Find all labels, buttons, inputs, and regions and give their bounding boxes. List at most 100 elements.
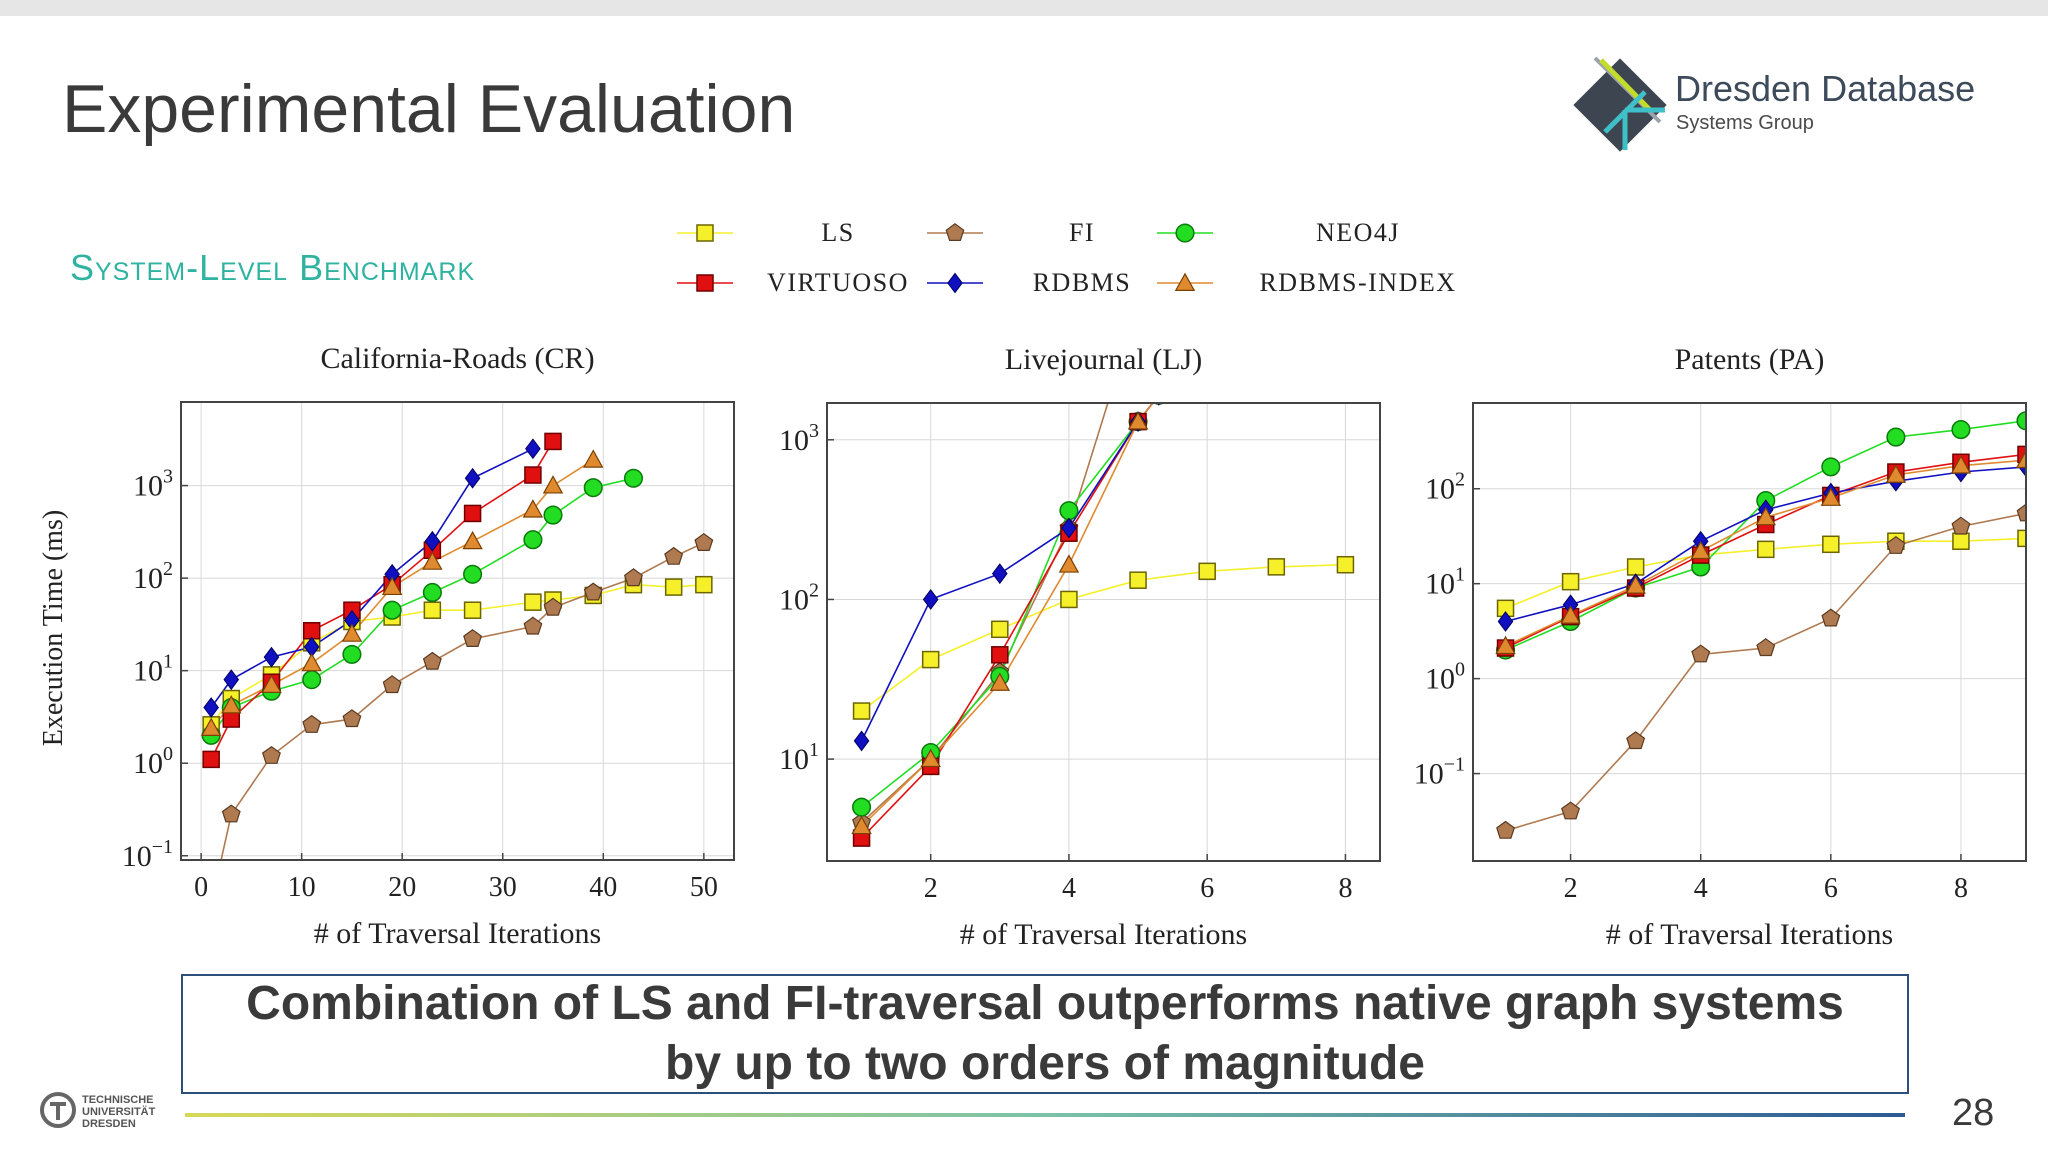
series-line-ls [210, 583, 704, 726]
data-point-fi [463, 629, 483, 647]
data-point-rdbms_index [341, 623, 363, 642]
x-axis-label: # of Traversal Iterations [960, 918, 1247, 950]
x-tick-label: 50 [690, 872, 718, 903]
y-tick-label: 100 [133, 743, 173, 780]
chart-livejournal: 2 4 6 8 101 102 103 Livejournal (LJ) # of Traver… [779, 343, 1381, 950]
data-point-fi [422, 651, 442, 670]
x-axis-label: # of Traversal Iterations [314, 917, 601, 950]
tu-dresden-text: TECHNISCHE UNIVERSITÄT DRESDEN [82, 1094, 155, 1130]
series-line-neo4j [1505, 420, 2026, 651]
data-point-ls [1561, 572, 1580, 591]
data-point-rdbms_index [1820, 487, 1842, 506]
y-tick-label: 101 [133, 651, 173, 688]
data-point-ls [1336, 555, 1355, 574]
legend-label-rdbms: RDBMS [1033, 268, 1132, 297]
data-point-rdbms [1497, 611, 1514, 632]
footer-gradient-line [185, 1113, 1905, 1117]
legend-item-ls: LS [677, 218, 853, 247]
x-tick-label: 40 [589, 872, 617, 903]
logo-main-text: Dresden Database [1675, 68, 1976, 109]
y-tick-label: 102 [133, 558, 173, 595]
data-point-fi [1561, 801, 1581, 820]
data-point-rdbms_index [462, 530, 483, 550]
data-point-rdbms [223, 669, 240, 691]
data-point-neo4j [382, 600, 402, 620]
conclusion-box: Combination of LS and FI-traversal outpe… [181, 974, 1909, 1094]
data-point-rdbms_index [542, 475, 564, 494]
data-point-ls [1757, 540, 1775, 559]
data-point-fi [342, 709, 362, 728]
legend-marker-fi [945, 223, 965, 242]
tud-line-3: DRESDEN [82, 1118, 136, 1130]
data-point-rdbms_index [261, 674, 282, 693]
data-point-rdbms [464, 467, 481, 489]
data-point-rdbms [263, 646, 280, 668]
y-axis-label: Execution Time (ms) [40, 510, 69, 746]
conclusion-line-1: Combination of LS and FI-traversal outpe… [246, 977, 1844, 1030]
logo-diamond-icon [1573, 56, 1667, 152]
legend-marker-ls [696, 224, 714, 242]
data-point-neo4j [302, 670, 322, 690]
data-point-rdbms [203, 697, 219, 718]
chart-california-roads: 0 10 20 30 40 50 10−1 100 101 102 103 California-Ro… [40, 342, 735, 950]
chart-legend: LS FI NEO4J VIRTUOSO RDBMS RDBMS-INDEX [677, 218, 1455, 297]
data-point-rdbms_index [301, 652, 322, 672]
data-point-rdbms [1061, 517, 1077, 539]
grid [827, 403, 1380, 861]
legend-marker-virtuoso [696, 274, 714, 292]
x-tick-label: 4 [1694, 873, 1708, 904]
top-bar [0, 0, 2048, 16]
slide-title: Experimental Evaluation [62, 71, 796, 147]
data-point-rdbms_index [1690, 540, 1711, 560]
data-point-rdbms_index [2015, 449, 2026, 469]
data-point-rdbms [853, 730, 870, 752]
chart-title: California-Roads (CR) [320, 342, 594, 375]
x-tick-label: 10 [288, 872, 316, 903]
data-point-virtuoso [1150, 403, 1168, 405]
plot-frame [1472, 402, 2027, 862]
legend-marker-neo4j [1175, 223, 1195, 243]
x-tick-label: 30 [489, 872, 517, 903]
data-point-rdbms_index [1127, 411, 1149, 430]
data-point-rdbms [424, 530, 441, 552]
logo-sub-text: Systems Group [1676, 112, 1814, 134]
data-point-rdbms_index [1560, 605, 1581, 624]
data-point-neo4j [1951, 420, 1971, 440]
data-point-neo4j [342, 644, 362, 664]
data-point-rdbms_index [1625, 575, 1646, 594]
series-line-ls [861, 563, 1346, 712]
plot-frame [180, 401, 735, 861]
y-tick-label: 102 [1425, 469, 1465, 506]
data-point-fi [694, 532, 714, 551]
data-point-rdbms_index [1148, 403, 1170, 404]
legend-item-neo4j: NEO4J [1157, 218, 1399, 247]
data-point-rdbms_index [522, 499, 544, 518]
data-point-rdbms_index [1885, 464, 1907, 483]
data-point-ls [1952, 532, 1970, 550]
data-point-fi [1691, 644, 1711, 663]
series-line-fi [220, 542, 705, 860]
legend-item-rdbms_index: RDBMS-INDEX [1157, 268, 1455, 297]
conclusion-line-2: by up to two orders of magnitude [665, 1037, 1425, 1090]
data-point-neo4j [1821, 457, 1841, 477]
legend-item-virtuoso: VIRTUOSO [677, 268, 907, 297]
series-line-fi [1505, 512, 2026, 832]
data-point-virtuoso [524, 466, 542, 484]
legend-label-fi: FI [1069, 218, 1095, 247]
data-point-fi [543, 597, 563, 616]
x-tick-label: 2 [924, 873, 938, 904]
data-point-rdbms_index [583, 449, 604, 468]
data-point-neo4j [852, 797, 872, 817]
series-group [200, 432, 714, 860]
data-point-neo4j [422, 582, 442, 603]
x-tick-label: 0 [194, 872, 208, 903]
series-group [1495, 411, 2026, 839]
x-tick-label: 2 [1564, 873, 1578, 904]
data-point-neo4j [523, 530, 543, 550]
data-point-ls [1129, 571, 1147, 589]
data-point-neo4j [1059, 501, 1079, 521]
x-tick-label: 8 [1338, 873, 1352, 904]
x-tick-label: 8 [1954, 873, 1968, 904]
data-point-neo4j [583, 478, 603, 498]
data-point-fi [1821, 608, 1841, 627]
